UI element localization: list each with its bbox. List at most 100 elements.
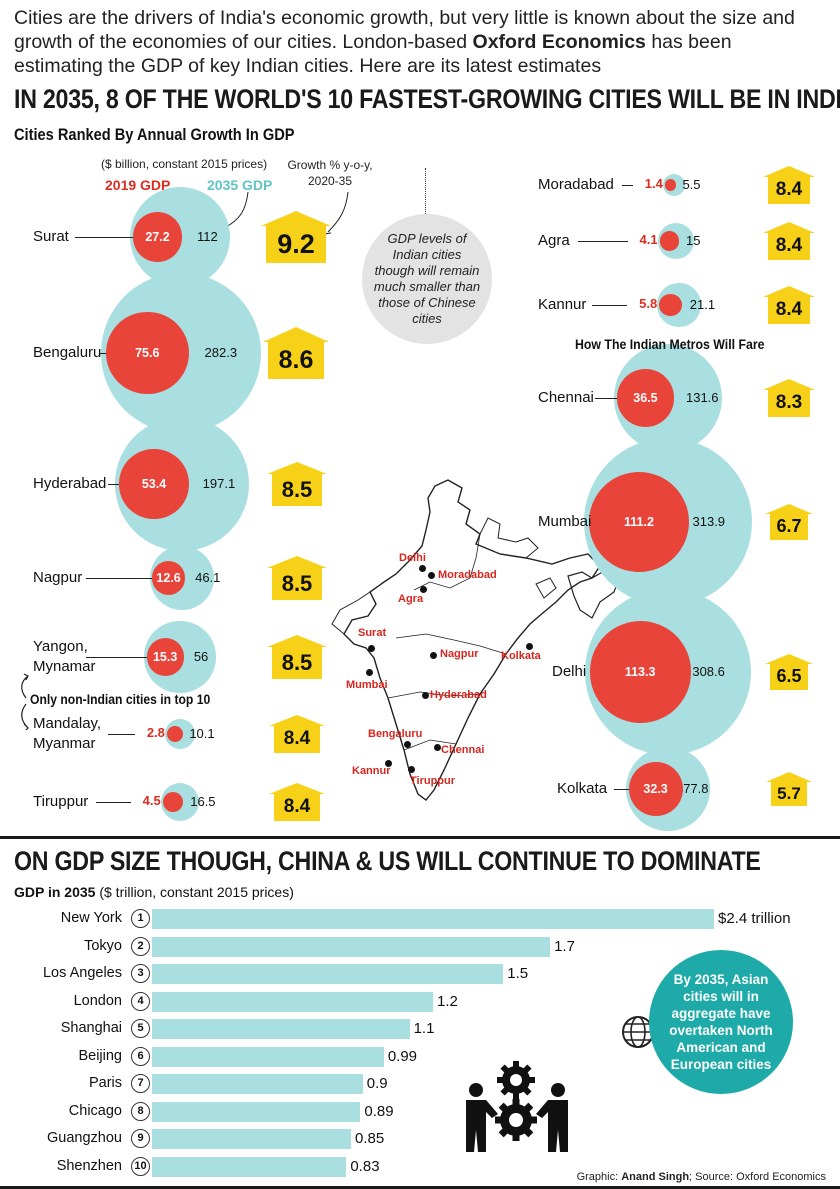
city-agra-2019-circle [659, 231, 679, 251]
metro-chennai-growth-value: 8.3 [775, 392, 803, 413]
city-kannur-growth-arrow [763, 286, 815, 324]
bar-city-chicago: Chicago [68, 1102, 122, 1119]
city-hyderabad-2035-value: 197.1 [202, 476, 236, 491]
city-mandalay-myanmar-name: Mandalay, Myanmar [33, 715, 102, 752]
metro-mumbai-growth-badge: 6.7 [765, 504, 813, 540]
intro-bold: Oxford Economics [472, 31, 646, 53]
bar-rank-new-york: 1 [131, 909, 150, 928]
bar-city-shanghai: Shanghai [60, 1020, 122, 1036]
metro-chennai-growth-arrow [763, 379, 815, 417]
metro-kolkata-2019-circle: 32.3 [628, 762, 683, 816]
bar-row-paris: Paris 7 0.9 [0, 1073, 840, 1095]
map-label-bengaluru: Bengaluru [368, 728, 423, 740]
metros-title: How The Indian Metros Will Fare [575, 336, 765, 352]
metro-kolkata-growth-arrow [766, 772, 812, 806]
city-surat-growth-arrow [261, 211, 331, 263]
map-label-chennai: Chennai [441, 744, 485, 756]
map-dot-moradabad [428, 572, 435, 579]
city-surat-leader [75, 237, 133, 238]
bar-tokyo [152, 936, 551, 957]
map-dot-chennai [434, 744, 441, 751]
metro-mumbai-2019-circle: 111.2 [588, 471, 690, 573]
city-nagpur-growth-value: 8.5 [281, 571, 313, 596]
city-yangon-mynamar-growth-badge: 8.5 [267, 635, 327, 679]
city-hyderabad-2019-circle: 53.4 [119, 449, 189, 519]
city-mandalay-myanmar-growth-value: 8.4 [283, 728, 311, 749]
bar-value-paris: 0.9 [366, 1075, 388, 1092]
city-surat-2019-circle: 27.2 [132, 212, 183, 262]
note-connector [425, 168, 426, 216]
map-label-kannur: Kannur [352, 765, 391, 777]
bar-value-shenzhen: 0.83 [350, 1157, 380, 1175]
credit-source: ; Source: Oxford Economics [689, 1171, 826, 1183]
bar-subtitle-bold: GDP in 2035 [14, 884, 96, 900]
city-kannur-leader [592, 305, 628, 306]
bar-subtitle-rest: ($ trillion, constant 2015 prices) [95, 884, 294, 900]
city-kannur-growth-value: 8.4 [775, 299, 803, 320]
city-bengaluru-2035-value: 282.3 [204, 345, 238, 360]
metro-delhi-growth-value: 6.5 [776, 666, 802, 686]
city-mandalay-myanmar-growth-arrow [269, 715, 325, 753]
bar-los-angeles [152, 964, 504, 984]
map-dot-mumbai [366, 669, 373, 676]
city-bengaluru-growth-value: 8.6 [278, 346, 314, 374]
city-nagpur-2035-value: 46.1 [195, 570, 221, 585]
non-indian-brackets [21, 673, 29, 731]
map-label-kolkata: Kolkata [501, 650, 541, 662]
teamwork-gears-icon [466, 1061, 568, 1152]
city-surat-growth-value: 9.2 [277, 229, 315, 259]
bar-paris [152, 1074, 363, 1094]
intro-part1: Cities are the drivers of India's econom… [14, 7, 795, 53]
metro-kolkata-2035-value: 77.8 [683, 781, 709, 796]
city-moradabad-growth-value: 8.4 [775, 179, 803, 200]
bar-beijing [152, 1046, 384, 1067]
bar-city-shenzhen: Shenzhen [56, 1157, 122, 1174]
city-mandalay-myanmar-2019-value: 2.8 [146, 725, 165, 740]
metro-delhi-growth-badge: 6.5 [765, 654, 813, 690]
chinese-cities-note: GDP levels of Indian cities though will … [362, 214, 492, 344]
bar-city-guangzhou: Guangzhou [47, 1130, 122, 1146]
map-dot-surat [368, 645, 375, 652]
city-tiruppur-2035-value: 16.5 [190, 794, 216, 809]
city-nagpur-leader [86, 578, 152, 579]
city-bengaluru-2019-circle: 75.6 [105, 311, 189, 395]
city-moradabad-2019-circle [664, 179, 677, 191]
city-nagpur-growth-arrow [267, 556, 327, 600]
bar-rank-guangzhou: 9 [131, 1129, 150, 1148]
bar-row-shanghai: Shanghai 5 1.1 [0, 1018, 840, 1040]
city-tiruppur-leader [96, 802, 131, 803]
city-yangon-mynamar-name: Yangon, Mynamar [33, 638, 96, 675]
bar-rank-chicago: 8 [131, 1101, 150, 1121]
bar-row-los-angeles: Los Angeles 3 1.5 [0, 963, 840, 985]
map-dot-delhi [419, 565, 426, 572]
city-kannur-name: Kannur [538, 296, 587, 313]
bar-row-chicago: Chicago 8 0.89 [0, 1101, 840, 1123]
bar-value-beijing: 0.99 [387, 1047, 418, 1065]
bar-city-paris: Paris [88, 1075, 122, 1091]
bar-value-london: 1.2 [437, 992, 458, 1010]
bar-city-beijing: Beijing [78, 1047, 122, 1064]
city-agra-2035-value: 15 [686, 233, 701, 248]
credit-graphic-name: Anand Singh [621, 1171, 690, 1183]
map-dot-agra [420, 586, 427, 593]
chart-title-growth: Cities Ranked By Annual Growth In GDP [14, 125, 295, 144]
legend-2035: 2035 GDP [207, 177, 273, 193]
city-yangon-mynamar-growth-value: 8.5 [281, 650, 313, 675]
metro-mumbai-2035-value: 313.9 [692, 514, 726, 529]
metro-chennai-leader [595, 398, 617, 399]
bar-row-new-york: New York 1 $2.4 trillion [0, 908, 840, 930]
map-label-mumbai: Mumbai [346, 679, 388, 691]
city-bengaluru-growth-arrow [263, 327, 329, 379]
asian-cities-note-text: By 2035, Asian cities will in aggregate … [669, 972, 773, 1072]
metro-kolkata-growth-badge: 5.7 [766, 772, 812, 806]
bottom-rule [0, 1186, 840, 1189]
city-agra-2019-value: 4.1 [639, 232, 658, 247]
metro-kolkata-name: Kolkata [557, 780, 608, 797]
city-yangon-mynamar-leader [86, 657, 147, 658]
bar-shenzhen [152, 1156, 347, 1177]
credit-line: Graphic: Anand Singh; Source: Oxford Eco… [577, 1171, 826, 1183]
city-agra-growth-badge: 8.4 [763, 222, 815, 260]
bar-value-tokyo: 1.7 [554, 937, 575, 955]
city-yangon-mynamar-2019-circle: 15.3 [146, 638, 184, 676]
city-surat-name: Surat [33, 228, 69, 245]
